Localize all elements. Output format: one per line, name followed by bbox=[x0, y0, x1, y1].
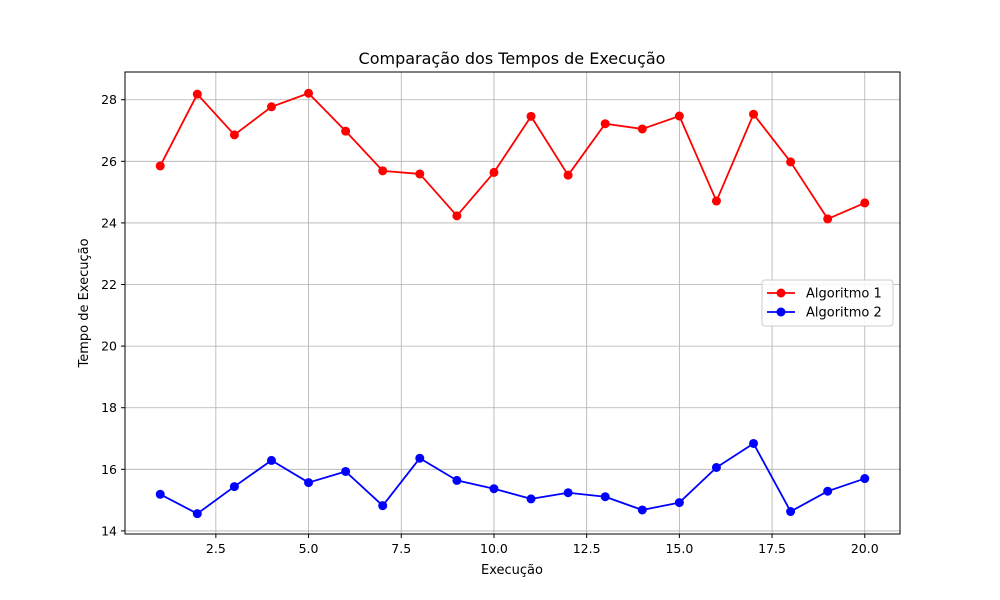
x-tick-label: 5.0 bbox=[299, 541, 319, 556]
data-point bbox=[230, 482, 239, 491]
series-line bbox=[160, 443, 865, 513]
legend-marker bbox=[777, 289, 786, 298]
x-tick-label: 7.5 bbox=[391, 541, 411, 556]
data-point bbox=[193, 90, 202, 99]
series-2 bbox=[156, 439, 870, 518]
chart-title: Comparação dos Tempos de Execução bbox=[359, 49, 666, 68]
y-tick-label: 22 bbox=[101, 277, 117, 292]
data-point bbox=[823, 214, 832, 223]
data-point bbox=[415, 454, 424, 463]
series-1 bbox=[156, 89, 870, 224]
legend: Algoritmo 1 Algoritmo 2 bbox=[762, 280, 893, 326]
data-point bbox=[638, 505, 647, 514]
y-tick-label: 18 bbox=[101, 400, 117, 415]
x-axis-label: Execução bbox=[481, 563, 543, 578]
y-tick-label: 26 bbox=[101, 154, 117, 169]
data-point bbox=[749, 110, 758, 119]
y-tick-label: 16 bbox=[101, 462, 117, 477]
data-point bbox=[638, 124, 647, 133]
data-point bbox=[786, 507, 795, 516]
data-point bbox=[564, 171, 573, 180]
data-point bbox=[527, 494, 536, 503]
x-tick-label: 12.5 bbox=[573, 541, 601, 556]
data-point bbox=[601, 492, 610, 501]
x-tick-label: 20.0 bbox=[851, 541, 879, 556]
x-tick-label: 15.0 bbox=[665, 541, 693, 556]
data-point bbox=[860, 474, 869, 483]
legend-marker bbox=[777, 308, 786, 317]
data-point bbox=[712, 463, 721, 472]
data-point bbox=[230, 130, 239, 139]
series-line bbox=[160, 93, 865, 219]
data-point bbox=[489, 484, 498, 493]
x-tick-label: 17.5 bbox=[758, 541, 786, 556]
data-point bbox=[267, 456, 276, 465]
y-tick-label: 28 bbox=[101, 92, 117, 107]
data-point bbox=[378, 166, 387, 175]
data-point bbox=[304, 478, 313, 487]
data-point bbox=[527, 112, 536, 121]
data-point bbox=[786, 157, 795, 166]
data-point bbox=[860, 198, 869, 207]
data-point bbox=[712, 197, 721, 206]
legend-label: Algoritmo 1 bbox=[806, 287, 882, 302]
data-point bbox=[601, 119, 610, 128]
data-point bbox=[675, 498, 684, 507]
data-point bbox=[156, 161, 165, 170]
data-point bbox=[341, 467, 350, 476]
y-tick-label: 24 bbox=[101, 215, 117, 230]
y-axis-label: Tempo de Execução bbox=[77, 238, 92, 368]
y-tick-label: 20 bbox=[101, 339, 117, 354]
data-point bbox=[452, 476, 461, 485]
data-point bbox=[267, 102, 276, 111]
data-point bbox=[341, 127, 350, 136]
data-point bbox=[193, 509, 202, 518]
data-point bbox=[675, 112, 684, 121]
data-point bbox=[156, 490, 165, 499]
data-point bbox=[564, 488, 573, 497]
data-point bbox=[489, 168, 498, 177]
x-axis: 2.5 5.0 7.5 10.0 12.5 15.0 17.5 20.0 bbox=[206, 534, 879, 556]
y-tick-label: 14 bbox=[101, 523, 117, 538]
data-point bbox=[304, 89, 313, 98]
x-tick-label: 10.0 bbox=[480, 541, 508, 556]
y-axis: 14 16 18 20 22 24 26 28 bbox=[101, 92, 125, 538]
data-point bbox=[452, 211, 461, 220]
data-point bbox=[378, 501, 387, 510]
data-point bbox=[823, 487, 832, 496]
data-point bbox=[415, 169, 424, 178]
data-point bbox=[749, 439, 758, 448]
x-tick-label: 2.5 bbox=[206, 541, 226, 556]
legend-label: Algoritmo 2 bbox=[806, 306, 882, 321]
